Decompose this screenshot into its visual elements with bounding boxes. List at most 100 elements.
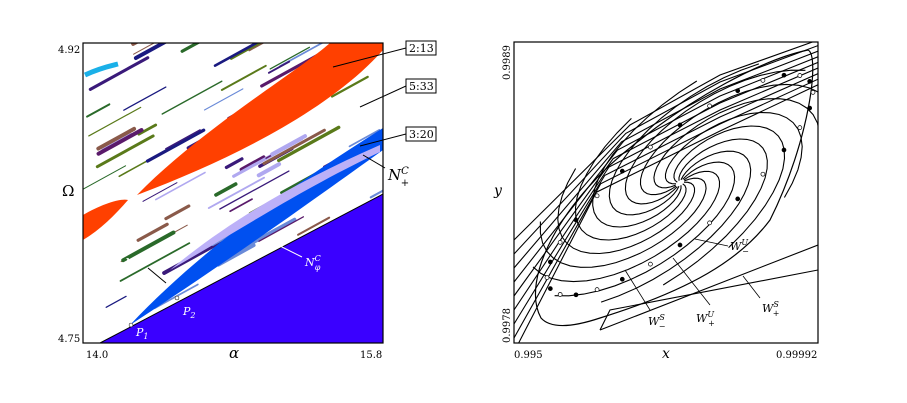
left-frame [82, 42, 384, 344]
streak [239, 155, 266, 172]
region-label-boxes: 2:13 5:33 3:20 [332, 40, 437, 147]
point-p2 [174, 295, 180, 301]
arrow-w-plus-s [742, 275, 761, 299]
orbit-point [797, 73, 803, 78]
arrow-n-phi [279, 245, 303, 258]
streak [123, 86, 167, 111]
streak [180, 43, 201, 53]
y-tick-top: 4.92 [58, 45, 80, 56]
orbit-point [760, 171, 766, 177]
trajectory [514, 45, 818, 255]
orbit-point [547, 286, 553, 291]
orbit-point [735, 196, 741, 202]
streak [96, 128, 144, 156]
label-w-plus-u: WU + [696, 310, 715, 328]
streak [137, 123, 158, 136]
manifold-labels: WU − WU + WS − WS + [624, 238, 780, 331]
orbit-point [735, 88, 741, 94]
spiral-trajectory [662, 138, 768, 286]
arrow-w-plus-u [672, 257, 711, 306]
ry-tick-bottom: 0.9978 [502, 308, 513, 343]
streak [330, 75, 369, 98]
streak [224, 157, 244, 170]
orbit-point [781, 147, 787, 153]
orbit-point [781, 72, 787, 78]
streak [164, 204, 191, 221]
orbit-point [557, 292, 563, 297]
label-w-minus-s: WS − [648, 313, 666, 331]
right-plot [514, 42, 818, 343]
streak [131, 43, 139, 46]
streak [83, 61, 119, 78]
manifold-arrows [624, 238, 761, 311]
ry-axis-label: y [493, 183, 503, 199]
streak [136, 222, 169, 242]
trajectory [514, 61, 818, 297]
streak [154, 171, 206, 201]
label-n-plus-right: NC + [387, 166, 409, 189]
streak [83, 165, 127, 190]
trajectory [514, 42, 815, 241]
streak [220, 64, 267, 91]
streak [121, 230, 176, 263]
streak [277, 125, 341, 163]
orbit-point [594, 193, 600, 199]
x-tick-right: 15.8 [360, 350, 382, 361]
rx-tick-right: 0.99992 [776, 350, 817, 361]
spiral-trajectory [673, 125, 786, 248]
label-n-plus-left: NC + [124, 254, 141, 272]
region-light-violet [170, 145, 380, 270]
spiral-trajectory [600, 150, 752, 303]
ry-tick-top: 0.9989 [502, 45, 513, 80]
orbit-point [797, 125, 803, 130]
spiral-trajectory [592, 80, 698, 228]
spiral-trajectory [539, 177, 707, 268]
label-p1: P1 [135, 326, 149, 341]
arrow-w-minus-u [694, 238, 729, 247]
orbit-point [807, 105, 813, 111]
arrow-n-plus-left [147, 267, 167, 284]
spiral-trajectory [554, 161, 736, 297]
invariant-curve [534, 49, 814, 327]
streak [270, 134, 307, 157]
orbit-point [573, 292, 579, 298]
streak [145, 128, 206, 163]
leader-5-33 [359, 85, 407, 108]
streak [229, 198, 253, 213]
boundary-line [99, 193, 383, 343]
streak [213, 43, 259, 67]
orbit-point [594, 287, 600, 292]
trajectory [514, 73, 818, 325]
streak [165, 129, 201, 150]
orbit-point [707, 103, 712, 109]
streak [348, 129, 381, 148]
streak [219, 170, 290, 210]
region-2-13 [137, 43, 383, 195]
orbit-point [648, 144, 653, 150]
x-tick-left: 14.0 [86, 350, 108, 361]
label-w-plus-s: WS + [762, 300, 780, 318]
streak [88, 106, 142, 137]
streak [256, 162, 282, 178]
spiral-trajectory [653, 98, 818, 189]
orbit-point [707, 220, 712, 226]
orbit-point [810, 90, 816, 95]
orbit-point [760, 78, 766, 83]
left-plot [83, 43, 383, 343]
y-tick-bottom: 4.75 [58, 334, 80, 345]
trajectory [514, 50, 818, 269]
right-frame [513, 41, 819, 344]
label-n-phi: NC φ [304, 254, 321, 272]
streak [88, 56, 150, 91]
spiral-trajectory [639, 83, 818, 196]
streak [267, 60, 291, 74]
streak [258, 216, 305, 242]
streak [248, 43, 265, 52]
streak [203, 88, 244, 111]
orbit-point [619, 276, 625, 282]
orbit-point [547, 259, 553, 265]
streak [96, 126, 137, 151]
trajectory [514, 67, 818, 311]
label-3-20: 3:20 [409, 128, 434, 141]
